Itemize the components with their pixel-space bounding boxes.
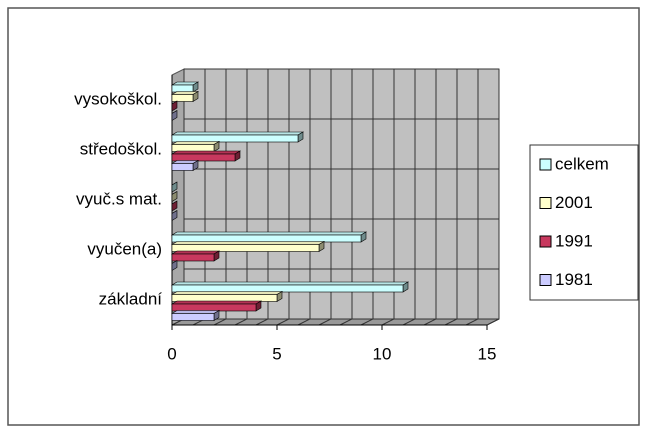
bar-top [170, 291, 284, 295]
bar [171, 84, 194, 93]
bar [171, 313, 215, 321]
bar-top [170, 231, 368, 236]
legend-swatch [539, 158, 552, 171]
bar [171, 163, 194, 171]
legend-label: celkem [555, 154, 609, 173]
bar-top [170, 131, 305, 136]
y-tick-label: středoškol. [80, 139, 162, 158]
bar [171, 134, 299, 143]
bar-top [170, 300, 263, 305]
bar-end [171, 190, 178, 203]
x-tick-label: 15 [478, 344, 497, 363]
bar-top [170, 250, 221, 255]
y-tick-label: vysokoškol. [74, 89, 162, 108]
bar-end [171, 209, 178, 222]
y-tick-label: základní [99, 289, 163, 308]
legend-swatch [539, 274, 552, 286]
bar [171, 153, 236, 162]
bar [171, 253, 215, 262]
bar-end [171, 181, 178, 193]
bar-top [170, 141, 221, 145]
bar-top [170, 310, 221, 314]
bar [171, 244, 320, 252]
bar [171, 94, 194, 102]
bar-end [171, 259, 178, 272]
bar [171, 303, 257, 312]
bar [171, 284, 404, 293]
legend-label: 1991 [555, 231, 593, 250]
bar-end [171, 109, 178, 122]
legend-swatch [539, 197, 552, 209]
bar-top [170, 150, 242, 155]
bar-top [170, 281, 410, 286]
bar [171, 294, 278, 302]
bar [171, 144, 215, 152]
x-tick-label: 5 [272, 344, 281, 363]
bar [171, 234, 362, 243]
bar-end [171, 100, 178, 112]
legend-label: 1981 [555, 270, 593, 289]
bar-end [171, 200, 178, 212]
y-tick-label: vyuč.s mat. [76, 189, 162, 208]
legend-swatch [539, 235, 552, 248]
x-tick-label: 0 [167, 344, 176, 363]
y-tick-label: vyučen(a) [87, 239, 162, 258]
x-tick-label: 10 [373, 344, 392, 363]
legend-label: 2001 [555, 193, 593, 212]
bar-top [170, 241, 326, 245]
back-wall [183, 68, 500, 320]
